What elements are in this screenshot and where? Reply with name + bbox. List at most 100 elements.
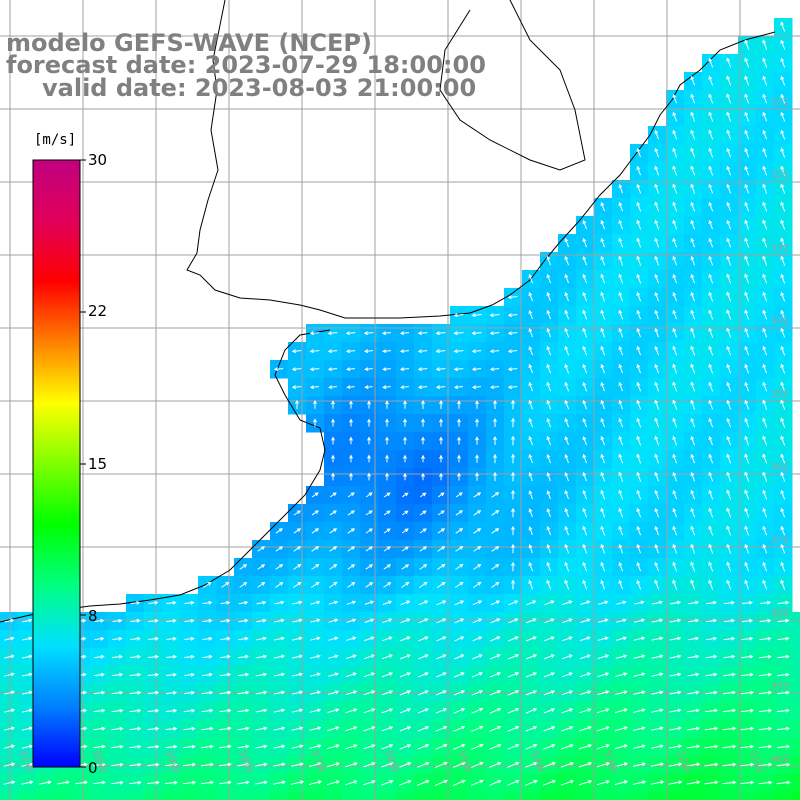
wind-arrow [367,418,371,427]
wind-arrow [291,367,302,372]
wind-arrow [349,454,353,463]
wind-arrow [147,780,160,785]
wind-arrow [708,579,714,590]
wind-arrow [741,672,754,677]
wind-arrow [507,295,518,300]
wind-arrow [690,237,695,248]
wind-arrow [740,744,755,749]
wind-arrow [435,690,447,696]
wind-arrow [511,435,515,446]
wind-arrow [273,654,286,659]
wind-arrow [546,490,551,500]
wind-speed-cell [792,666,800,685]
wind-arrow [741,654,754,659]
wind-arrow [418,600,429,606]
wind-arrow [726,507,732,518]
wind-arrow [762,291,768,302]
wind-arrow [636,471,642,482]
wind-arrow [546,399,552,410]
wind-arrow [472,600,483,606]
wind-arrow [471,331,482,336]
wind-arrow [780,111,786,122]
wind-arrow [777,690,790,695]
wind-arrow [726,417,732,428]
wind-arrow [618,507,624,518]
wind-arrow [744,327,750,338]
colorbar-tick-15: 15 [88,455,108,473]
wind-arrow [452,779,466,786]
wind-arrow [618,255,624,266]
wind-arrow [618,489,624,500]
wind-arrow [762,507,768,518]
wind-arrow [507,385,518,390]
wind-arrow [257,546,266,552]
wind-arrow [561,672,573,678]
wind-arrow [347,528,356,534]
wind-arrow [202,672,213,677]
wind-arrow [310,600,321,605]
wind-arrow [762,219,768,230]
wind-arrow [726,435,732,446]
wind-arrow [93,726,106,731]
wind-arrow [471,672,483,678]
wind-arrow [762,183,768,194]
wind-arrow [439,400,443,409]
wind-arrow [780,309,786,320]
wind-arrow [600,381,605,392]
wind-arrow [600,453,606,464]
wind-arrow [418,654,429,660]
wind-arrow [308,762,322,767]
wind-speed-cell [558,792,577,800]
wind-arrow [780,363,786,374]
wind-arrow [363,672,376,678]
wind-arrow [326,780,341,786]
wind-arrow [762,93,768,104]
wind-arrow [560,779,575,786]
wind-arrow [543,654,555,660]
wind-arrow [564,327,570,338]
wind-arrow [417,708,430,714]
wind-arrow [129,654,142,659]
wind-arrow [687,708,700,713]
wind-arrow [708,543,714,554]
wind-arrow [345,349,356,354]
wind-arrow [672,201,678,212]
wind-arrow [632,744,646,749]
wind-arrow [740,780,755,785]
wind-arrow [564,543,570,554]
wind-arrow [435,385,446,390]
wind-arrow [651,726,664,731]
wind-speed-cell [288,792,307,800]
wind-arrow [349,418,353,427]
wind-arrow [328,618,339,623]
wind-arrow [726,543,732,554]
wind-speed-cell [450,792,469,800]
lat-label: 31S [770,97,789,108]
wind-arrow [654,147,660,158]
wind-arrow [672,165,678,176]
wind-speed-cell [720,792,739,800]
wind-arrow [273,762,286,767]
wind-arrow [363,654,375,660]
wind-arrow [564,345,570,356]
wind-arrow [383,510,391,516]
wind-arrow [777,600,790,605]
wind-arrow [184,600,195,605]
wind-arrow [672,489,677,500]
wind-arrow [273,690,286,695]
wind-arrow [129,690,142,695]
wind-arrow [582,309,588,320]
wind-speed-cell [630,792,649,800]
wind-arrow [636,183,642,194]
wind-arrow [220,618,231,623]
wind-arrow [273,780,286,785]
wind-arrow [780,417,786,428]
wind-arrow [580,600,591,605]
wind-arrow [762,255,768,266]
wind-arrow [708,417,714,428]
wind-arrow [690,201,696,212]
wind-arrow [291,349,302,354]
wind-arrow [615,708,628,714]
wind-arrow [436,672,447,678]
wind-arrow [455,563,464,570]
